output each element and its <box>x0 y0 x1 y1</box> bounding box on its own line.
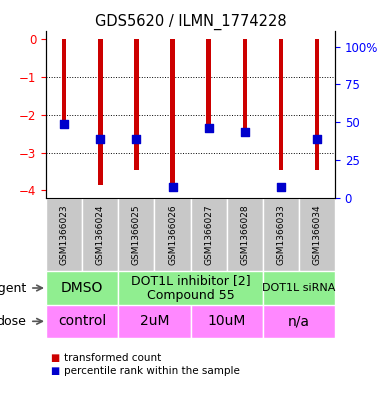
Text: GSM1366025: GSM1366025 <box>132 204 141 265</box>
Bar <box>98 39 102 185</box>
Text: GSM1366033: GSM1366033 <box>276 204 285 265</box>
Bar <box>299 198 335 271</box>
Bar <box>46 305 82 338</box>
Bar <box>46 198 82 271</box>
Bar <box>227 198 263 271</box>
Text: 10uM: 10uM <box>208 314 246 328</box>
Bar <box>263 305 335 338</box>
Text: ■: ■ <box>50 366 59 376</box>
Text: GSM1366027: GSM1366027 <box>204 204 213 265</box>
Bar <box>154 305 191 338</box>
Point <box>206 125 212 131</box>
Point <box>133 136 139 143</box>
Bar <box>263 198 299 271</box>
Text: GSM1366024: GSM1366024 <box>96 204 105 265</box>
Bar <box>191 305 263 338</box>
Point <box>169 184 176 191</box>
Text: 2uM: 2uM <box>140 314 169 328</box>
Bar <box>191 198 227 271</box>
Bar <box>119 305 154 338</box>
Bar <box>206 39 211 126</box>
Text: ■: ■ <box>50 353 59 363</box>
Point <box>278 184 284 191</box>
Point <box>242 129 248 135</box>
Point <box>314 136 320 143</box>
Text: GSM1366023: GSM1366023 <box>60 204 69 265</box>
Bar <box>46 271 119 305</box>
Bar <box>191 305 227 338</box>
Text: control: control <box>58 314 106 328</box>
Bar <box>46 305 119 338</box>
Bar <box>154 271 191 305</box>
Bar <box>263 305 299 338</box>
Bar <box>154 198 191 271</box>
Bar <box>227 305 263 338</box>
Text: dose: dose <box>0 315 26 328</box>
Bar <box>82 198 119 271</box>
Bar <box>119 305 191 338</box>
Bar <box>119 271 263 305</box>
Bar <box>227 271 263 305</box>
Bar <box>299 271 335 305</box>
Text: DMSO: DMSO <box>61 281 104 295</box>
Bar <box>82 271 119 305</box>
Bar <box>243 39 247 136</box>
Bar <box>299 305 335 338</box>
Text: GSM1366026: GSM1366026 <box>168 204 177 265</box>
Title: GDS5620 / ILMN_1774228: GDS5620 / ILMN_1774228 <box>95 14 286 30</box>
Bar <box>62 39 66 126</box>
Bar <box>315 39 319 170</box>
Bar <box>119 198 154 271</box>
Bar <box>46 271 82 305</box>
Text: GSM1366028: GSM1366028 <box>240 204 249 265</box>
Text: GSM1366034: GSM1366034 <box>312 204 321 265</box>
Bar <box>134 39 139 170</box>
Point <box>61 121 67 127</box>
Bar <box>119 271 154 305</box>
Bar <box>191 271 227 305</box>
Text: DOT1L siRNA: DOT1L siRNA <box>262 283 336 293</box>
Text: transformed count: transformed count <box>64 353 161 363</box>
Bar <box>263 271 299 305</box>
Text: n/a: n/a <box>288 314 310 328</box>
Point <box>97 136 104 143</box>
Text: DOT1L inhibitor [2]
Compound 55: DOT1L inhibitor [2] Compound 55 <box>131 274 250 302</box>
Bar <box>279 39 283 170</box>
Bar <box>82 305 119 338</box>
Text: agent: agent <box>0 281 26 294</box>
Text: percentile rank within the sample: percentile rank within the sample <box>64 366 239 376</box>
Bar <box>263 271 335 305</box>
Bar <box>170 39 175 190</box>
